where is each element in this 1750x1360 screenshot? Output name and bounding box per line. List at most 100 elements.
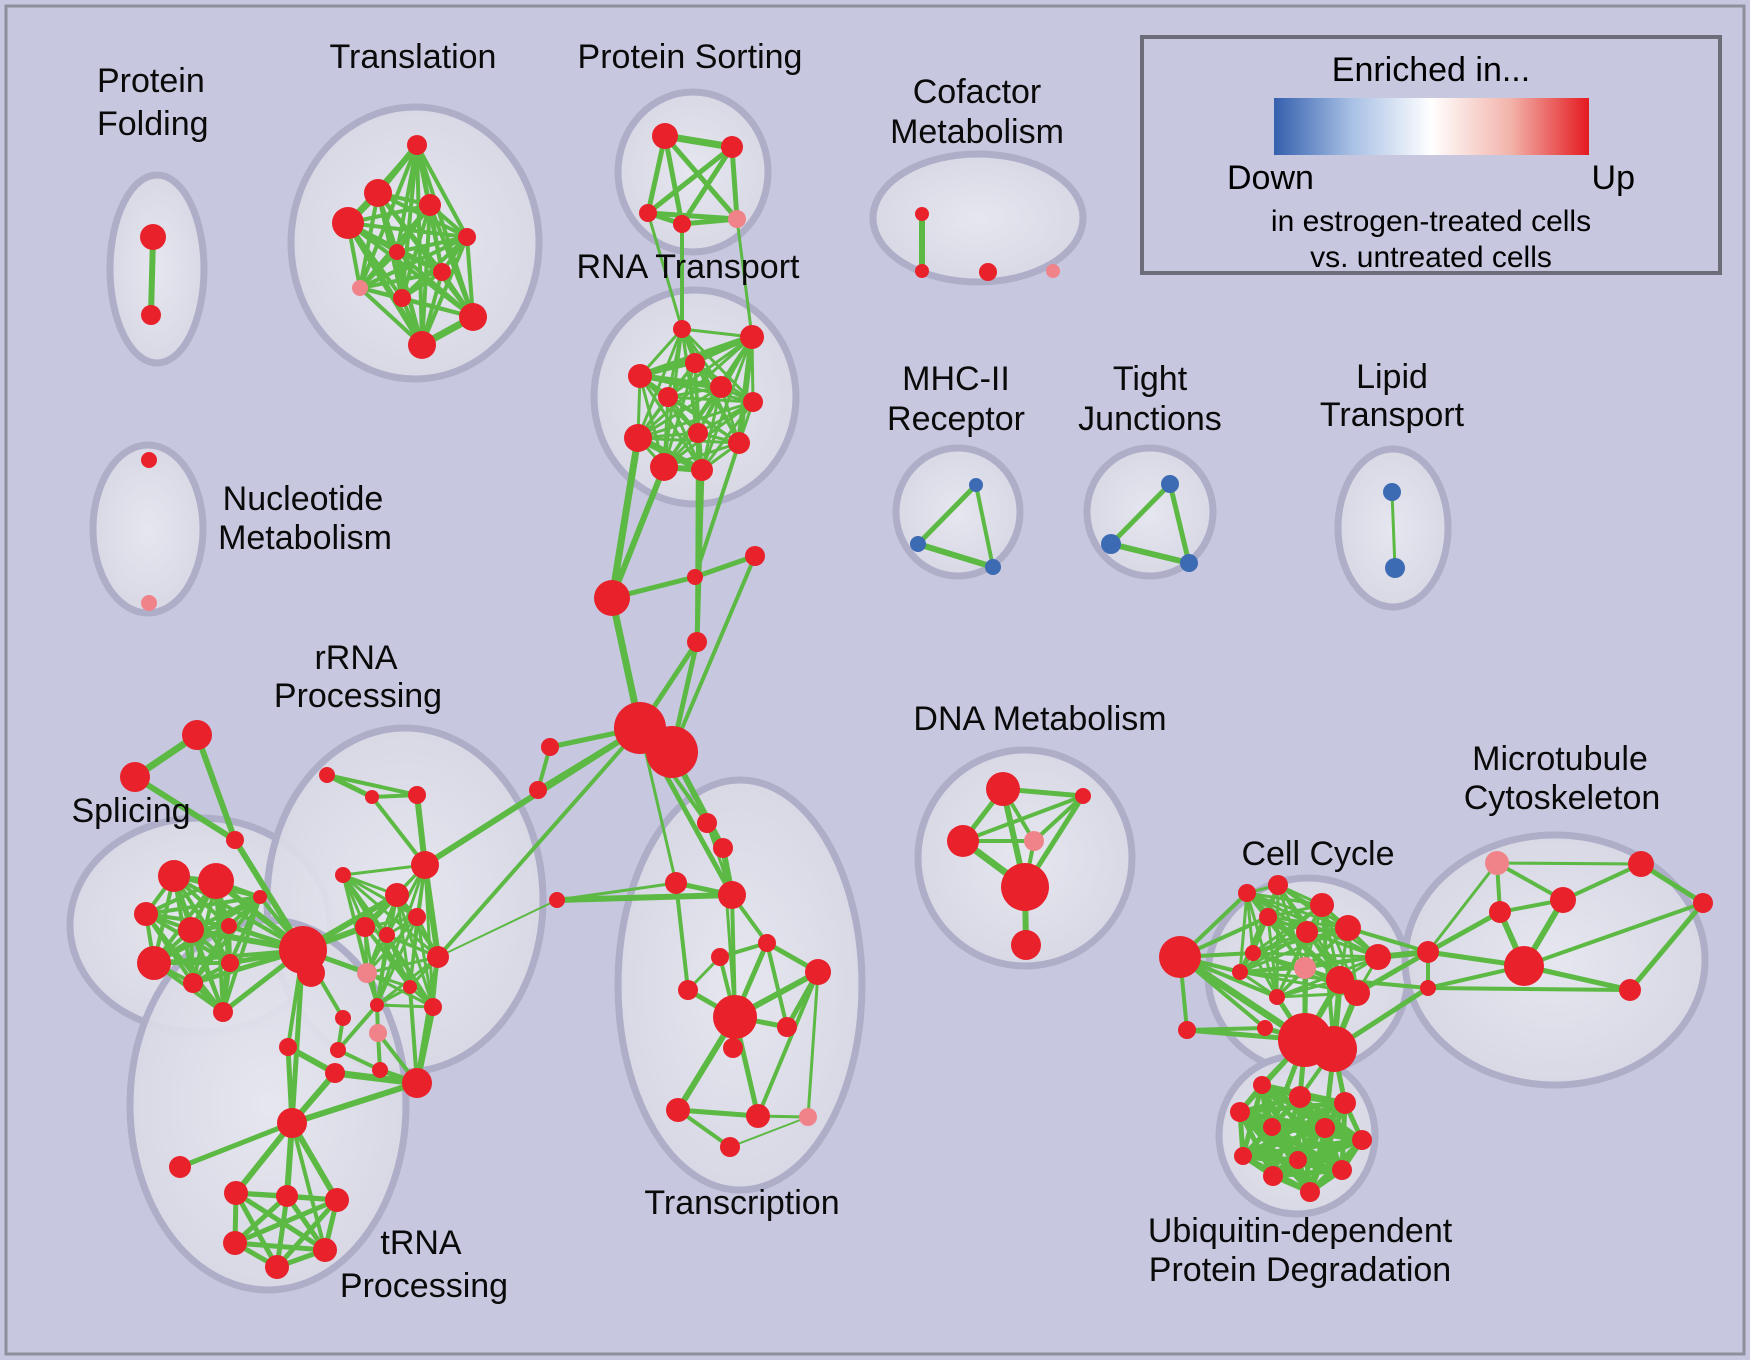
edge: [662, 133, 685, 227]
gene-set-node-st2: [120, 762, 150, 792]
gene-set-node-tl6: [389, 244, 405, 260]
gene-set-node-hub2: [646, 726, 698, 778]
gene-set-node-r1: [319, 767, 335, 783]
gene-set-node-k8: [1294, 957, 1316, 979]
cluster-label-tight-junctions-line1: Tight: [1113, 360, 1188, 398]
cluster-label-rrna-processing-line1: rRNA: [314, 639, 397, 677]
gene-set-node-m2: [1489, 901, 1511, 923]
edge: [636, 327, 684, 440]
gene-set-node-k18: [1232, 964, 1248, 980]
gene-set-node-u5: [1352, 1130, 1372, 1150]
gene-set-node-u3: [1289, 1086, 1311, 1108]
gene-set-node-r8: [355, 917, 375, 937]
gene-set-node-sp2: [198, 863, 234, 899]
cluster-label-mhc-ii-receptor-line2: Receptor: [887, 400, 1025, 438]
edge: [679, 216, 740, 227]
gene-set-node-r12: [403, 980, 417, 994]
edge: [1269, 1100, 1348, 1130]
gene-set-node-k15: [1159, 936, 1201, 978]
edge: [693, 441, 741, 579]
cluster-ellipse-transcription: [614, 776, 866, 1194]
edge: [1275, 991, 1359, 999]
gene-set-node-ps4: [673, 215, 691, 233]
gene-set-node-th4: [223, 1231, 247, 1255]
gene-set-node-r7: [408, 908, 426, 926]
legend-up-label: Up: [1591, 159, 1635, 197]
gene-set-node-rt3: [685, 353, 705, 373]
edge: [1346, 926, 1430, 954]
cluster-ellipse-microtubule-cytoskeleton: [1401, 831, 1709, 1089]
gene-set-node-k17: [1311, 1026, 1357, 1072]
gene-set-node-tj1: [1161, 475, 1179, 493]
edge: [554, 892, 735, 903]
edge: [646, 211, 684, 331]
cluster-label-microtubule-cytoskeleton-line2: Cytoskeleton: [1464, 779, 1661, 817]
cluster-label-cofactor-metabolism-line2: Metabolism: [890, 113, 1064, 151]
gene-set-node-H2: [297, 959, 325, 987]
gene-set-node-ps5: [728, 210, 746, 228]
gene-set-node-rt4: [628, 364, 652, 388]
gene-set-node-mm1: [1417, 941, 1439, 963]
gene-set-node-m6: [1628, 851, 1654, 877]
edge: [1266, 915, 1279, 999]
gene-set-node-tj3: [1180, 554, 1198, 572]
gene-set-node-x5: [549, 892, 565, 908]
gene-set-node-ps2: [721, 136, 743, 158]
cluster-label-dna-metabolism-line1: DNA Metabolism: [913, 700, 1166, 738]
edge: [1495, 861, 1643, 866]
gene-set-node-st3: [226, 831, 244, 849]
gene-set-node-st1: [182, 720, 212, 750]
cluster-label-protein-sorting-line1: Protein Sorting: [578, 38, 803, 76]
edge: [1426, 861, 1499, 954]
gene-set-node-th5: [313, 1238, 337, 1262]
edge: [700, 385, 723, 472]
gene-set-node-x3: [665, 872, 687, 894]
gene-set-node-k6: [1259, 908, 1277, 926]
legend-caption-line1: in estrogen-treated cells: [1270, 205, 1592, 238]
cluster-label-splicing-line1: Splicing: [71, 792, 190, 830]
label-layer: Protein Folding Translation Protein Sorting…: [71, 38, 1660, 1305]
cluster-label-cofactor-metabolism-line1: Cofactor: [913, 73, 1042, 111]
edge: [177, 1120, 295, 1170]
gene-set-node-r6: [411, 851, 439, 879]
gene-set-node-sp10: [213, 1002, 233, 1022]
cluster-label-trna-processing-line2: Processing: [340, 1267, 508, 1305]
gene-set-node-tl2: [364, 179, 392, 207]
gene-set-node-d1: [986, 772, 1020, 806]
edge: [1270, 1167, 1345, 1179]
edge: [1390, 490, 1397, 570]
gene-set-node-k14: [1178, 1021, 1196, 1039]
edge: [375, 1003, 435, 1009]
edge: [341, 873, 419, 919]
gene-set-node-x12: [666, 1098, 690, 1122]
gene-set-node-k2: [1268, 875, 1288, 895]
cluster-label-trna-processing-line1: tRNA: [380, 1224, 462, 1262]
gene-set-node-cf3: [979, 263, 997, 281]
gene-set-node-ps1: [652, 123, 678, 149]
edge: [395, 235, 469, 254]
gene-set-node-r3: [408, 786, 426, 804]
cluster-label-mhc-ii-receptor-line1: MHC-II: [902, 360, 1010, 398]
gene-set-node-tl3: [419, 194, 441, 216]
edge: [1425, 909, 1503, 955]
gene-set-node-d2: [1075, 788, 1091, 804]
edge: [370, 795, 427, 867]
gene-set-node-sp8: [221, 954, 239, 972]
gene-set-node-u10: [1263, 1118, 1281, 1136]
gene-set-node-tl9: [393, 289, 411, 307]
edge: [636, 400, 755, 440]
edge: [290, 1121, 327, 1252]
gene-set-node-r16: [335, 1010, 351, 1026]
gene-set-node-k5: [1296, 921, 1318, 943]
gene-set-node-x11: [723, 1038, 743, 1058]
legend-down-label: Down: [1227, 159, 1314, 197]
gene-set-node-nc1: [141, 452, 157, 468]
edge: [1238, 930, 1309, 974]
gene-set-node-mh2: [910, 536, 926, 552]
edge: [645, 144, 735, 216]
gene-set-node-u1: [1230, 1102, 1250, 1122]
edge: [670, 554, 757, 754]
gene-set-node-rt2: [740, 325, 764, 349]
